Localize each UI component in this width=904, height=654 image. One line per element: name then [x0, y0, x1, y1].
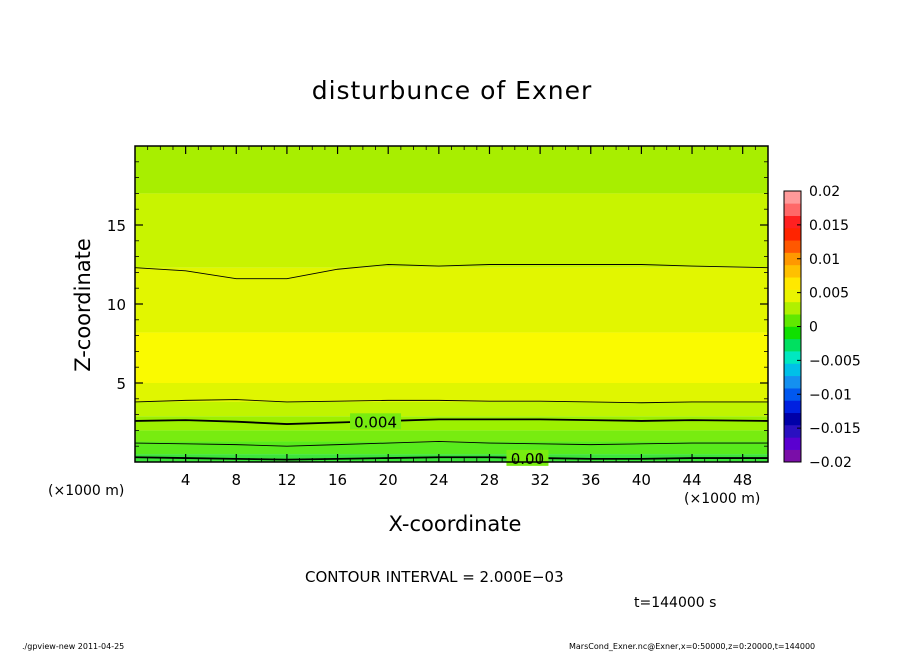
y-tick-label-1: 10 — [107, 296, 126, 314]
x-tick-label-7: 32 — [531, 471, 550, 489]
x-tick-label-5: 24 — [429, 471, 448, 489]
fill-band-4 — [135, 401, 768, 417]
y-tick-label-2: 15 — [107, 217, 126, 235]
colorbar-segment-10 — [784, 326, 801, 340]
colorbar-segment-12 — [784, 301, 801, 315]
x-tick-label-4: 20 — [379, 471, 398, 489]
contour-line-4 — [135, 264, 768, 280]
colorbar-segment-9 — [784, 338, 801, 352]
colorbar-segment-8 — [784, 351, 801, 364]
fill-band-9 — [135, 146, 768, 194]
colorbar-segment-14 — [784, 277, 801, 290]
x-tick-label-1: 8 — [232, 471, 242, 489]
fill-band-5 — [135, 383, 768, 402]
contour-interval-note: CONTOUR INTERVAL = 2.000E−03 — [305, 568, 564, 586]
colorbar-segment-7 — [784, 363, 801, 377]
colorbar-label-8: −0.02 — [809, 455, 852, 471]
colorbar-segment-18 — [784, 227, 801, 241]
footer-file-info: MarsCond_Exner.nc@Exner,x=0:50000,z=0:20… — [569, 642, 816, 651]
filled-contours — [135, 146, 768, 462]
chart-title: disturbunce of Exner — [311, 76, 593, 105]
colorbar-label-1: 0.015 — [809, 218, 849, 234]
colorbar: 0.02 0.015 0.01 0.005 0 −0.005 −0.01 −0.015 −0.0… — [783, 184, 861, 471]
colorbar-segment-1 — [784, 437, 801, 450]
fill-band-3 — [135, 416, 768, 431]
colorbar-segment-4 — [784, 400, 801, 414]
x-tick-label-3: 16 — [328, 471, 347, 489]
x-tick-label-8: 36 — [581, 471, 600, 489]
fill-band-8 — [135, 193, 768, 268]
colorbar-segment-5 — [784, 388, 801, 401]
colorbar-segment-13 — [784, 289, 801, 303]
x-axis-unit-left: (×1000 m) — [48, 483, 125, 499]
time-label: t=144000 s — [634, 595, 717, 611]
contour-label-bg-2 — [350, 413, 402, 430]
colorbar-segment-6 — [784, 375, 801, 389]
y-axis-ticks: 5 10 15 — [107, 161, 768, 447]
fill-band-2 — [135, 430, 768, 442]
colorbar-label-6: −0.01 — [809, 387, 852, 403]
colorbar-segment-3 — [784, 412, 801, 426]
footer-program-info: ./gpview-new 2011-04-25 — [22, 642, 125, 651]
colorbar-segment-2 — [784, 425, 801, 438]
colorbar-segment-0 — [784, 449, 801, 463]
y-tick-label-0: 5 — [116, 375, 126, 393]
colorbar-segment-15 — [784, 264, 801, 278]
x-tick-label-10: 44 — [682, 471, 701, 489]
x-tick-label-9: 40 — [632, 471, 651, 489]
x-axis-ticks: 4 8 12 16 20 24 28 32 36 40 44 48 — [147, 146, 756, 489]
colorbar-segment-16 — [784, 252, 801, 266]
x-tick-label-2: 12 — [277, 471, 296, 489]
contour-line-3 — [135, 399, 768, 404]
colorbar-label-0: 0.02 — [809, 184, 840, 200]
x-tick-label-11: 48 — [733, 471, 752, 489]
colorbar-segment-17 — [784, 240, 801, 253]
fill-band-6 — [135, 332, 768, 383]
contour-line-1 — [135, 441, 768, 447]
x-tick-label-0: 4 — [181, 471, 191, 489]
colorbar-segment-21 — [784, 191, 801, 204]
colorbar-label-7: −0.015 — [809, 421, 861, 437]
contour-label-2: 0.004 — [354, 413, 397, 431]
colorbar-label-5: −0.005 — [809, 353, 861, 369]
colorbar-segment-19 — [784, 215, 801, 229]
x-tick-label-6: 28 — [480, 471, 499, 489]
contour-line-2 — [135, 418, 768, 425]
colorbar-segment-20 — [784, 203, 801, 216]
colorbar-label-4: 0 — [809, 320, 818, 336]
colorbar-segment-11 — [784, 314, 801, 327]
x-axis-label: X-coordinate — [388, 512, 522, 536]
colorbar-label-3: 0.005 — [809, 286, 849, 302]
colorbar-label-2: 0.01 — [809, 252, 840, 268]
x-axis-unit-right: (×1000 m) — [684, 491, 761, 507]
